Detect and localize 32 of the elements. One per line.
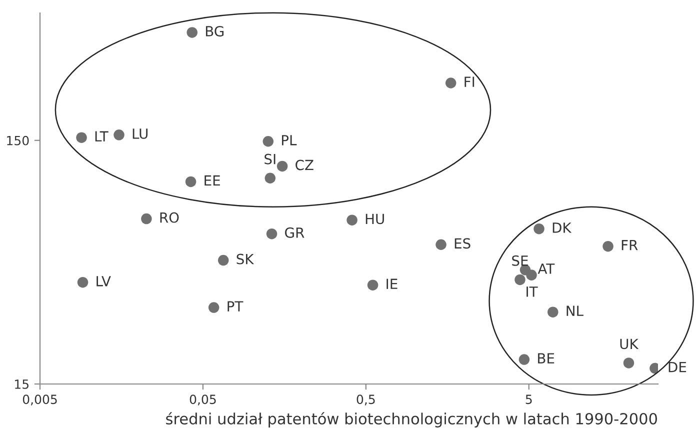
x-axis-title: średni udział patentów biotechnologicznych w latach 1990-2000 xyxy=(166,412,657,428)
annotation: LU xyxy=(132,128,148,139)
y-tick-label: 150 xyxy=(7,136,29,146)
annotation: ES xyxy=(454,238,470,249)
annotation: IE xyxy=(386,278,398,289)
annotation: PT xyxy=(228,301,244,312)
annotation: HU xyxy=(366,214,384,224)
x-tick-label: 0,5 xyxy=(356,394,375,406)
annotation: CZ xyxy=(296,160,314,170)
x-tick-label: 0,005 xyxy=(22,394,57,406)
annotation: SE xyxy=(512,255,528,266)
annotation: UK xyxy=(620,338,639,350)
annotation: AT xyxy=(538,264,555,274)
annotation: BE xyxy=(538,353,554,364)
annotation: DE xyxy=(668,362,686,372)
annotation: RO xyxy=(160,212,179,223)
annotation: NL xyxy=(566,306,584,316)
annotation: EE xyxy=(204,175,220,186)
annotation: SK xyxy=(236,254,254,264)
annotation: DK xyxy=(552,222,572,233)
annotation: IT xyxy=(526,286,538,297)
y-tick-label: 15 xyxy=(15,380,28,389)
annotation: SI xyxy=(264,154,276,164)
annotation: LV xyxy=(96,276,111,286)
annotation: PL xyxy=(282,135,297,146)
annotation: BG xyxy=(206,26,224,36)
x-tick-label: 5 xyxy=(526,394,532,404)
annotation: LT xyxy=(95,131,108,142)
annotation: FI xyxy=(464,76,474,87)
x-tick-label: 0,05 xyxy=(190,394,216,406)
annotation: FR xyxy=(622,240,638,250)
annotation: GR xyxy=(285,227,304,238)
